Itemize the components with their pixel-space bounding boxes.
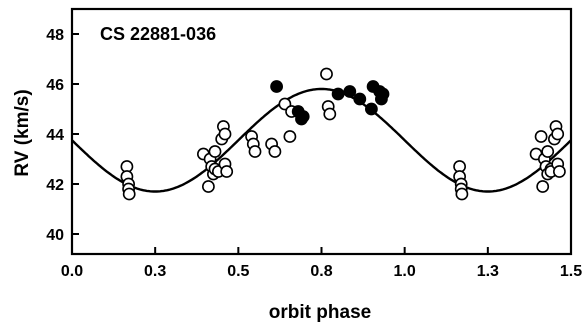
- filled-data-point: [331, 87, 345, 101]
- open-data-point: [551, 127, 565, 141]
- filled-data-point: [270, 80, 283, 93]
- open-data-point: [455, 187, 469, 201]
- open-data-point: [218, 127, 232, 141]
- y-tick-label: 40: [46, 227, 64, 244]
- open-data-point: [541, 145, 555, 158]
- x-tick-label: 1.3: [477, 263, 499, 280]
- open-data-point: [534, 130, 548, 143]
- open-data-point: [536, 180, 550, 193]
- model-rv-curve: [71, 87, 572, 193]
- chart-title: CS 22881-036: [100, 24, 216, 44]
- open-data-point: [122, 187, 136, 201]
- open-data-point: [283, 130, 297, 143]
- open-data-point: [268, 145, 282, 158]
- filled-data-point: [376, 87, 390, 101]
- x-tick-label: 0.5: [227, 263, 249, 280]
- x-tick-label: 0.8: [310, 263, 332, 280]
- filled-data-point: [296, 110, 310, 123]
- open-data-point: [320, 67, 333, 81]
- x-tick-label: 0.0: [61, 263, 83, 280]
- data-points-layer: [120, 67, 566, 201]
- open-data-point: [248, 145, 262, 158]
- filled-data-point: [343, 85, 357, 98]
- axis-ticks-layer: 0.0 0.3 0.5 0.8 1.0 1.3 1.5 40 42 44 46 48: [46, 27, 582, 280]
- y-tick-label: 48: [46, 27, 64, 44]
- open-data-point: [201, 180, 215, 193]
- x-tick-label: 0.3: [144, 263, 166, 280]
- x-axis-title: orbit phase: [269, 302, 371, 323]
- model-curve-layer: [71, 87, 572, 193]
- open-data-point: [220, 165, 234, 178]
- y-axis-title: RV (km/s): [12, 89, 33, 176]
- x-tick-label: 1.0: [394, 263, 416, 280]
- filled-data-point: [364, 102, 378, 116]
- filled-data-point: [353, 92, 367, 106]
- y-tick-label: 46: [46, 77, 64, 94]
- y-tick-label: 42: [46, 177, 64, 194]
- plot-frame: [70, 7, 573, 256]
- y-tick-label: 44: [46, 127, 64, 144]
- x-tick-label: 1.5: [560, 263, 582, 280]
- open-data-point: [553, 165, 566, 178]
- open-data-point: [208, 145, 222, 158]
- open-data-point: [323, 107, 337, 121]
